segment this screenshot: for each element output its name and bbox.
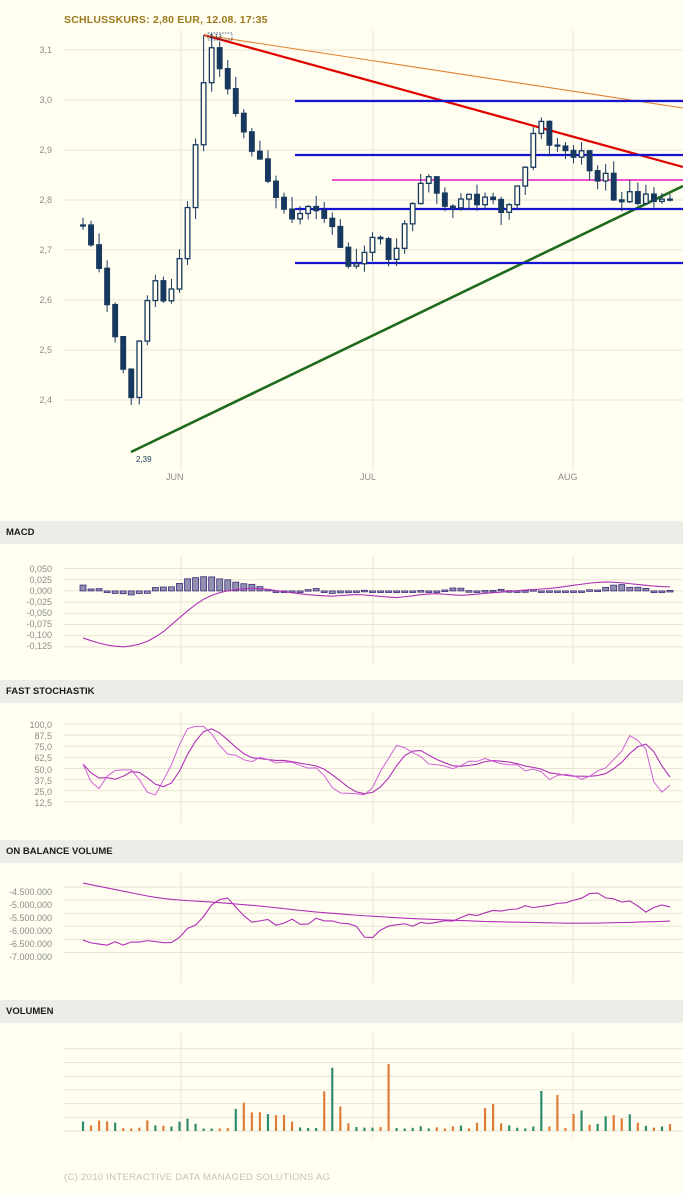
svg-text:2,39: 2,39: [136, 455, 152, 464]
svg-text:3,13: 3,13: [210, 34, 223, 41]
